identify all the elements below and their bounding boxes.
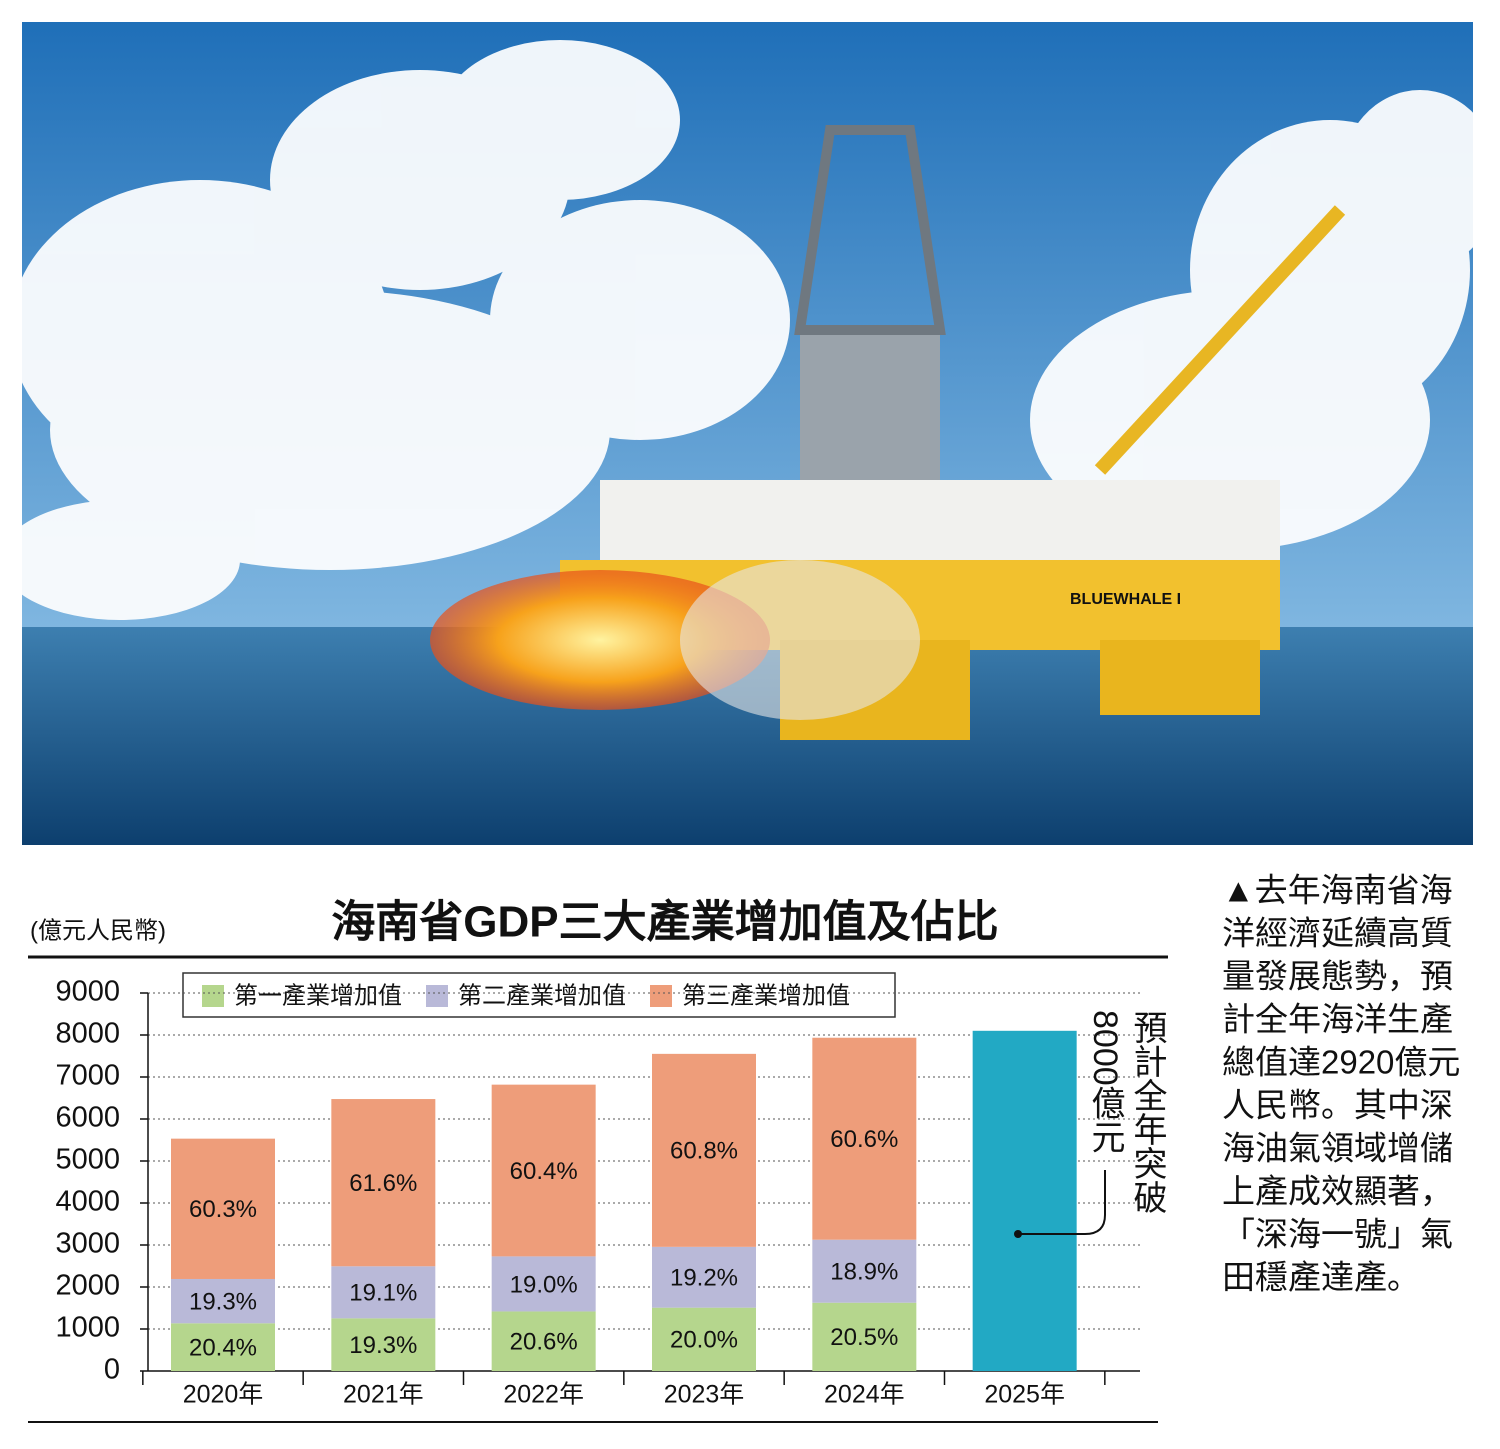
share-label: 19.2% (670, 1265, 738, 1292)
x-tick-label: 2022年 (503, 1381, 584, 1409)
bar-segment (652, 1307, 756, 1371)
y-tick-label: 2000 (55, 1270, 120, 1302)
x-tick-label: 2020年 (183, 1381, 264, 1409)
y-tick-label: 9000 (55, 976, 120, 1008)
caption-line: 田穩產達產。 (1222, 1259, 1420, 1296)
caption-line: 量發展態勢，預 (1222, 958, 1453, 995)
share-label: 19.3% (189, 1288, 257, 1315)
caption-line: 海油氣領域增儲 (1222, 1130, 1453, 1167)
legend-label: 第一產業增加值 (234, 982, 402, 1009)
legend-swatch (426, 985, 448, 1007)
caption-line: 洋經濟延續高質 (1222, 915, 1453, 952)
y-tick-label: 4000 (55, 1186, 120, 1218)
share-label: 60.8% (670, 1138, 738, 1165)
bar-segment (491, 1084, 596, 1257)
leader-line (1018, 1170, 1106, 1235)
bar-segment (331, 1266, 436, 1319)
x-tick-label: 2025年 (984, 1381, 1065, 1409)
share-label: 60.6% (830, 1126, 898, 1153)
bar-segment (652, 1053, 756, 1247)
share-label: 60.4% (510, 1158, 578, 1185)
y-tick-label: 5000 (55, 1144, 120, 1176)
legend-swatch (202, 985, 224, 1007)
y-tick-label: 7000 (55, 1060, 120, 1092)
y-tick-label: 0 (104, 1354, 120, 1386)
photo: BLUEWHALE I (0, 22, 1500, 845)
caption-line: 上產成效顯著， (1222, 1173, 1453, 1210)
caption-line: 人民幣。其中深 (1222, 1087, 1453, 1124)
share-label: 20.5% (830, 1324, 898, 1351)
share-label: 20.6% (510, 1329, 578, 1356)
unit-label: (億元人民幣) (30, 917, 166, 944)
legend-box (182, 972, 896, 1018)
bar-segment (331, 1099, 436, 1267)
y-tick-label: 8000 (55, 1018, 120, 1050)
caption-line: 「深海一號」氣 (1222, 1216, 1453, 1253)
share-label: 61.6% (349, 1170, 417, 1197)
y-tick-label: 6000 (55, 1102, 120, 1134)
legend-swatch (650, 985, 672, 1007)
leader-dot (1014, 1230, 1022, 1238)
bar-segment (812, 1239, 917, 1303)
bar-segment (171, 1138, 275, 1279)
y-tick-label: 1000 (55, 1312, 120, 1344)
bar-segment (652, 1246, 756, 1308)
share-label: 19.1% (349, 1280, 417, 1307)
share-label: 19.3% (349, 1332, 417, 1359)
legend-label: 第二產業增加值 (458, 982, 626, 1009)
chart-title: 海南省GDP三大產業增加值及佔比 (331, 898, 998, 947)
legend: 第一產業增加值 第二產業增加值 第三產業增加值 (202, 982, 850, 1009)
bar-segment (171, 1278, 275, 1324)
x-tick-label: 2021年 (343, 1381, 424, 1409)
bar-segment (491, 1256, 596, 1312)
bar-segment (812, 1302, 917, 1371)
x-tick-label: 2023年 (664, 1381, 745, 1409)
annotation: 8000億元 (1086, 1010, 1124, 1154)
bar-segment (171, 1323, 275, 1371)
bar-segment (812, 1037, 917, 1240)
share-label: 19.0% (510, 1271, 578, 1298)
share-label: 18.9% (830, 1259, 898, 1286)
annotation: 預計全年突破 (1128, 1010, 1167, 1214)
share-label: 20.0% (670, 1327, 738, 1354)
legend-label: 第三產業增加值 (682, 982, 850, 1009)
caption-line: ▲去年海南省海 (1222, 872, 1453, 909)
y-tick-label: 3000 (55, 1228, 120, 1260)
share-label: 60.3% (189, 1196, 257, 1223)
x-tick-label: 2024年 (824, 1381, 905, 1409)
forecast-bar (972, 1030, 1077, 1371)
caption-line: 總值達2920億元 (1222, 1044, 1460, 1081)
bar-segment (491, 1311, 596, 1371)
rig-name: BLUEWHALE I (1070, 591, 1181, 608)
share-label: 20.4% (189, 1334, 257, 1361)
bar-segment (331, 1318, 436, 1371)
caption-line: 計全年海洋生產 (1222, 1001, 1453, 1038)
